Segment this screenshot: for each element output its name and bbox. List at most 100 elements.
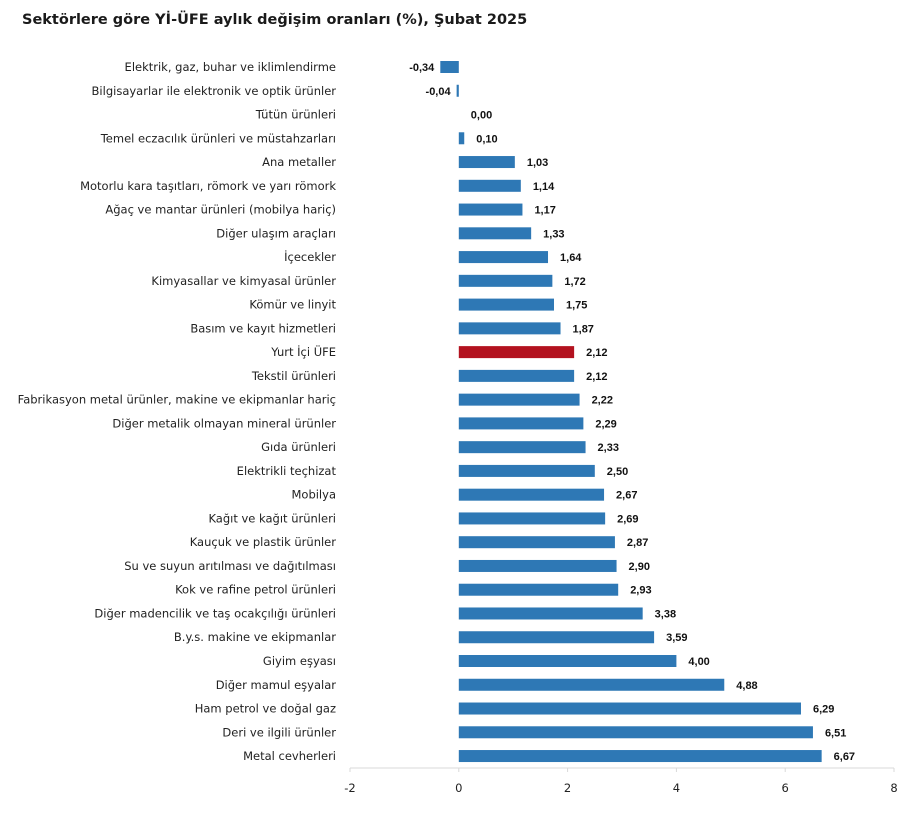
category-label: Yurt İçi ÜFE	[270, 343, 336, 359]
category-label: Elektrikli teçhizat	[237, 464, 337, 478]
category-label: Ana metaller	[262, 155, 336, 169]
category-label: Bilgisayarlar ile elektronik ve optik ür…	[92, 84, 337, 98]
bar	[458, 322, 561, 335]
category-labels: Elektrik, gaz, buhar ve iklimlendirme Bil…	[18, 60, 337, 763]
data-label: 2,93	[630, 585, 651, 597]
data-label: 4,88	[736, 680, 757, 692]
bar	[440, 61, 459, 73]
bar	[458, 417, 584, 430]
category-label: Diğer ulaşım araçları	[216, 226, 336, 240]
bar	[458, 441, 586, 454]
category-label: Mobilya	[291, 488, 336, 502]
category-label: Diğer madencilik ve taş ocakçılığı ürünl…	[94, 606, 336, 620]
data-label: 0,00	[471, 110, 492, 122]
data-label: 1,87	[573, 323, 594, 335]
bar	[458, 702, 801, 715]
bar	[458, 393, 580, 406]
category-label: Tütün ürünleri	[255, 108, 336, 122]
category-label: Deri ve ilgili ürünler	[222, 725, 336, 739]
bar-highlight	[458, 346, 575, 359]
category-label: Temel eczacılık ürünleri ve müstahzarlar…	[100, 131, 336, 145]
x-tick-label: 8	[890, 781, 897, 795]
data-label: 2,12	[586, 347, 607, 359]
data-label: 1,33	[543, 228, 564, 240]
bar	[458, 274, 553, 287]
data-label: 0,10	[476, 133, 497, 145]
bar	[458, 559, 617, 572]
category-label: Giyim eşyası	[263, 654, 336, 668]
x-tick-label: 4	[673, 781, 680, 795]
category-label: Ağaç ve mantar ürünleri (mobilya hariç)	[105, 203, 336, 217]
data-label: 2,87	[627, 537, 648, 549]
category-label: Basım ve kayıt hizmetleri	[190, 321, 336, 335]
data-label: 2,33	[598, 442, 619, 454]
bar	[458, 631, 655, 644]
x-tick-label: -2	[344, 781, 355, 795]
data-label: -0,34	[409, 62, 435, 74]
data-label: 1,17	[534, 205, 555, 217]
data-label: 6,29	[813, 704, 834, 716]
data-label: -0,04	[426, 86, 452, 98]
category-label: Kauçuk ve plastik ürünler	[190, 535, 337, 549]
bar	[458, 298, 554, 311]
category-label: Gıda ürünleri	[261, 440, 336, 454]
data-label: 1,64	[560, 252, 582, 264]
bars	[440, 61, 822, 763]
bar	[458, 156, 515, 169]
value-labels: -0,34 -0,04 0,00 0,10 1,03 1,14 1,17 1,33 1,64 1,…	[409, 62, 855, 763]
data-label: 1,03	[527, 157, 548, 169]
x-tick-label: 2	[564, 781, 571, 795]
bar	[458, 488, 605, 501]
data-label: 2,50	[607, 466, 628, 478]
category-label: Diğer metalik olmayan mineral ürünler	[112, 416, 336, 430]
bar	[458, 607, 643, 620]
data-label: 1,14	[533, 181, 555, 193]
data-label: 1,75	[566, 300, 587, 312]
category-label: Tekstil ürünleri	[251, 369, 336, 383]
bar	[458, 726, 813, 739]
data-label: 6,51	[825, 727, 846, 739]
bar	[458, 512, 606, 525]
bar	[458, 655, 677, 667]
data-label: 2,69	[617, 513, 638, 525]
category-label: Kimyasallar ve kimyasal ürünler	[151, 274, 336, 288]
bar	[458, 464, 595, 477]
x-tick-label: 6	[782, 781, 789, 795]
data-label: 2,22	[592, 395, 613, 407]
category-label: Kağıt ve kağıt ürünleri	[208, 511, 336, 525]
bar	[458, 750, 822, 763]
category-label: Ham petrol ve doğal gaz	[195, 702, 336, 716]
category-label: B.y.s. makine ve ekipmanlar	[174, 630, 336, 644]
bar	[458, 251, 549, 264]
category-label: Kok ve rafine petrol ürünleri	[175, 583, 336, 597]
chart-title: Sektörlere göre Yİ-ÜFE aylık değişim ora…	[22, 12, 528, 28]
data-label: 2,12	[586, 371, 607, 383]
data-label: 4,00	[688, 656, 709, 668]
bar	[458, 132, 465, 145]
bar	[458, 227, 532, 240]
bar	[458, 678, 725, 691]
data-label: 3,59	[666, 632, 687, 644]
bar	[458, 179, 521, 192]
bar	[458, 369, 575, 382]
x-tick-label: 0	[455, 781, 462, 795]
bar	[458, 536, 615, 549]
data-label: 3,38	[655, 608, 676, 620]
category-label: Motorlu kara taşıtları, römork ve yarı r…	[80, 179, 336, 193]
data-label: 2,29	[595, 418, 616, 430]
bar	[456, 84, 459, 97]
category-label: Fabrikasyon metal ürünler, makine ve eki…	[18, 393, 336, 407]
bar	[458, 583, 619, 596]
category-label: Metal cevherleri	[243, 749, 336, 763]
data-label: 1,72	[564, 276, 585, 288]
x-axis: -2 0 2 4 6 8	[344, 767, 898, 795]
category-label: Diğer mamul eşyalar	[216, 678, 337, 692]
category-label: Su ve suyun arıtılması ve dağıtılması	[124, 559, 336, 573]
category-label: İçecekler	[284, 249, 336, 264]
data-label: 2,90	[629, 561, 650, 573]
data-label: 6,67	[834, 751, 855, 763]
category-label: Elektrik, gaz, buhar ve iklimlendirme	[125, 60, 336, 74]
data-label: 2,67	[616, 490, 637, 502]
